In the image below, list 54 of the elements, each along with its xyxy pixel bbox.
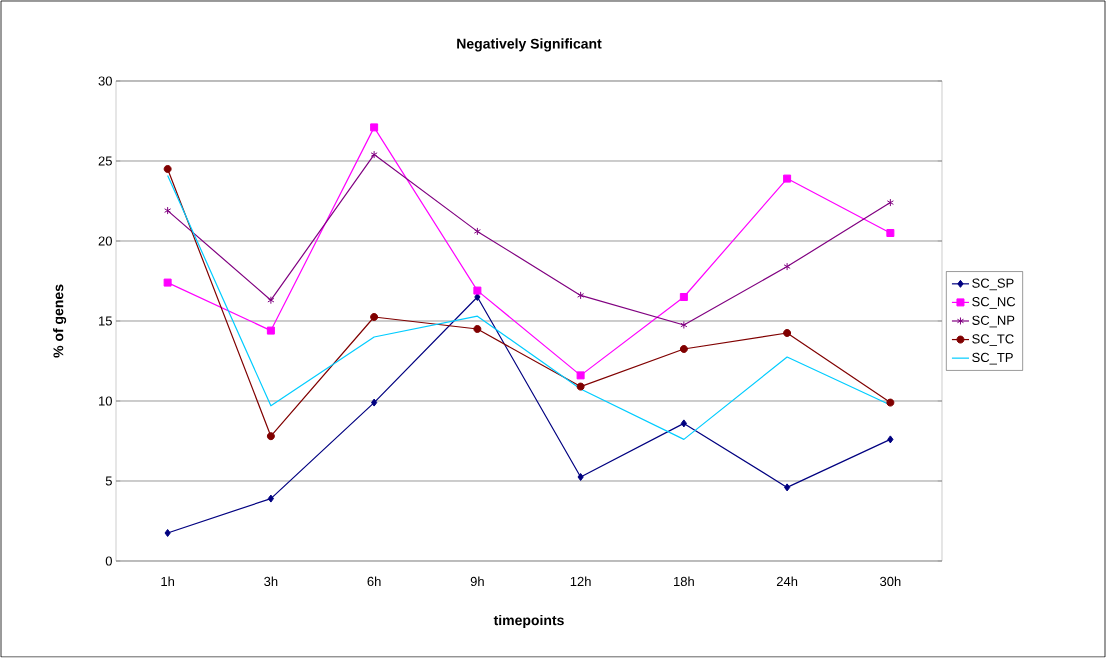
y-tick-label: 30: [98, 76, 112, 86]
y-tick-label: 25: [98, 156, 112, 166]
point: [679, 292, 688, 301]
point: [887, 435, 894, 444]
legend-label: SC_TP: [972, 352, 1013, 365]
y-tick-label: 0: [105, 556, 112, 566]
legend-label: SC_NC: [972, 297, 1016, 309]
point: [783, 262, 791, 271]
point: [266, 326, 275, 335]
x-tick-label: 9h: [470, 576, 484, 587]
point: [163, 164, 172, 173]
point: [577, 291, 585, 300]
point: [886, 398, 895, 407]
point: [370, 312, 379, 321]
x-tick-label: 18h: [674, 576, 694, 587]
point: [267, 296, 275, 305]
point: [784, 483, 791, 492]
point: [886, 198, 894, 207]
point: [473, 286, 482, 295]
x-tick-label: 3h: [264, 576, 278, 587]
x-tick-label: 24h: [776, 576, 798, 586]
point: [679, 344, 688, 353]
point: [783, 174, 792, 183]
point: [680, 320, 688, 329]
y-tick-label: 20: [98, 236, 112, 246]
point: [370, 150, 378, 159]
x-tick-label: 12h: [570, 576, 591, 586]
point: [370, 123, 379, 132]
y-axis-title: % of genes: [53, 284, 67, 358]
point: [783, 328, 792, 337]
point: [164, 206, 172, 215]
x-tick-label: 30h: [880, 576, 901, 587]
legend-label: SC_NP: [972, 315, 1015, 328]
point: [473, 324, 482, 333]
chart-title: Negatively Significant: [457, 38, 602, 52]
point: [680, 419, 687, 428]
y-tick-label: 10: [99, 396, 112, 406]
point: [371, 398, 378, 407]
y-tick-label: 5: [105, 476, 112, 486]
point: [576, 371, 585, 380]
x-axis-title: timepoints: [493, 614, 564, 628]
point: [473, 227, 481, 236]
point: [886, 228, 895, 237]
point: [163, 278, 172, 287]
point: [266, 432, 275, 441]
legend-label: SC_SP: [972, 278, 1014, 291]
point: [164, 528, 171, 537]
y-tick-label: 15: [99, 316, 112, 326]
x-tick-label: 1h: [161, 576, 175, 586]
point: [267, 494, 274, 503]
point: [577, 472, 584, 481]
x-tick-label: 6h: [367, 576, 381, 587]
legend-label: SC_TC: [972, 334, 1014, 346]
point: [576, 382, 585, 391]
